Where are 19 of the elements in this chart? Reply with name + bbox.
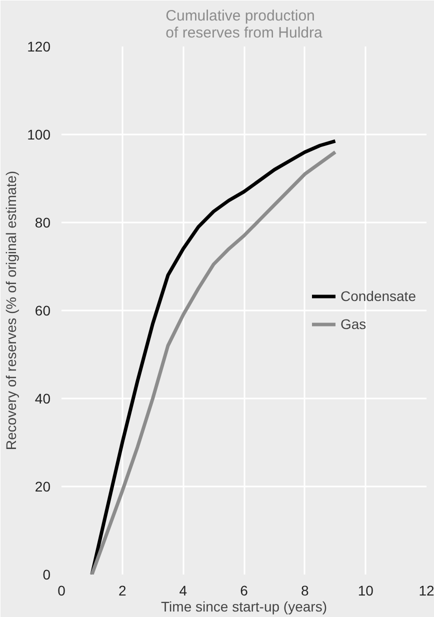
chart-title: Cumulative production of reserves from Huldra (166, 8, 324, 42)
x-tick-label: 8 (300, 582, 309, 598)
y-tick-label: 80 (34, 214, 51, 230)
x-tick-label: 6 (240, 582, 248, 598)
x-tick-label: 2 (118, 582, 126, 598)
y-tick-label: 100 (27, 126, 51, 142)
y-tick-label: 20 (34, 478, 51, 494)
y-axis-title: Recovery of reserves (% of original estimate) (3, 170, 20, 450)
legend-label: Gas (340, 316, 366, 332)
legend-label: Condensate (340, 288, 416, 304)
x-axis-title: Time since start-up (years) (161, 598, 327, 614)
x-tick-label: 0 (58, 582, 66, 598)
x-tick-label: 10 (358, 582, 374, 598)
x-tick-label: 12 (418, 582, 434, 598)
x-tick-label: 4 (179, 582, 188, 598)
y-tick-label: 0 (42, 566, 51, 582)
y-tick-label: 40 (34, 390, 51, 406)
y-tick-label: 120 (27, 38, 51, 54)
y-tick-label: 60 (34, 302, 51, 318)
